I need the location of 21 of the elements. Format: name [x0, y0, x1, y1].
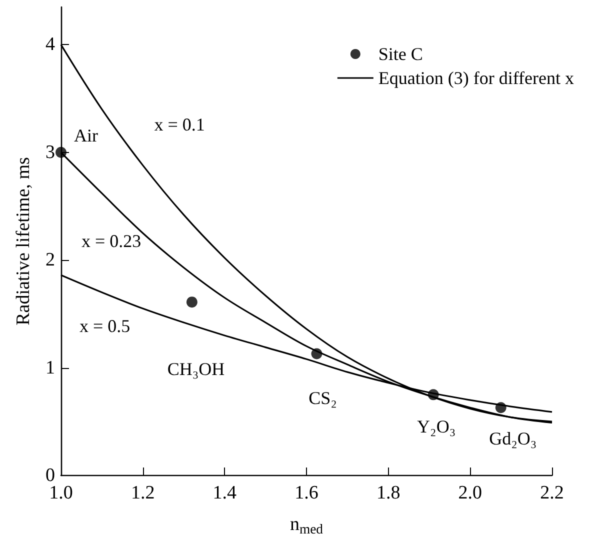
annotation: CS₂ [308, 388, 337, 408]
annotation: Air [74, 125, 98, 146]
y-axis-title: Radiative lifetime, ms [13, 157, 34, 326]
y-tick-label: 3 [46, 142, 55, 163]
x-tick-label: 1.6 [294, 482, 318, 504]
annotation: Gd₂O₃ [489, 428, 537, 449]
legend-label: Site C [378, 44, 423, 64]
annotation: Y₂O₃ [417, 416, 456, 437]
y-tick-label: 1 [46, 357, 55, 378]
x-tick-label: 1.2 [130, 482, 155, 504]
annotation: x = 0.23 [82, 230, 142, 251]
x-tick-label: 2.0 [458, 482, 482, 504]
y-tick-label: 4 [46, 34, 56, 56]
annotation: x = 0.1 [154, 114, 205, 134]
x-tick-label: 2.2 [540, 482, 564, 504]
x-tick-label: 1.8 [376, 482, 400, 504]
x-tick-label: 1.4 [212, 482, 238, 504]
y-tick-label: 2 [46, 250, 55, 271]
legend-label: Equation (3) for different x [378, 68, 574, 88]
annotation: x = 0.5 [79, 316, 130, 336]
annotation: CH₃OH [167, 359, 225, 379]
